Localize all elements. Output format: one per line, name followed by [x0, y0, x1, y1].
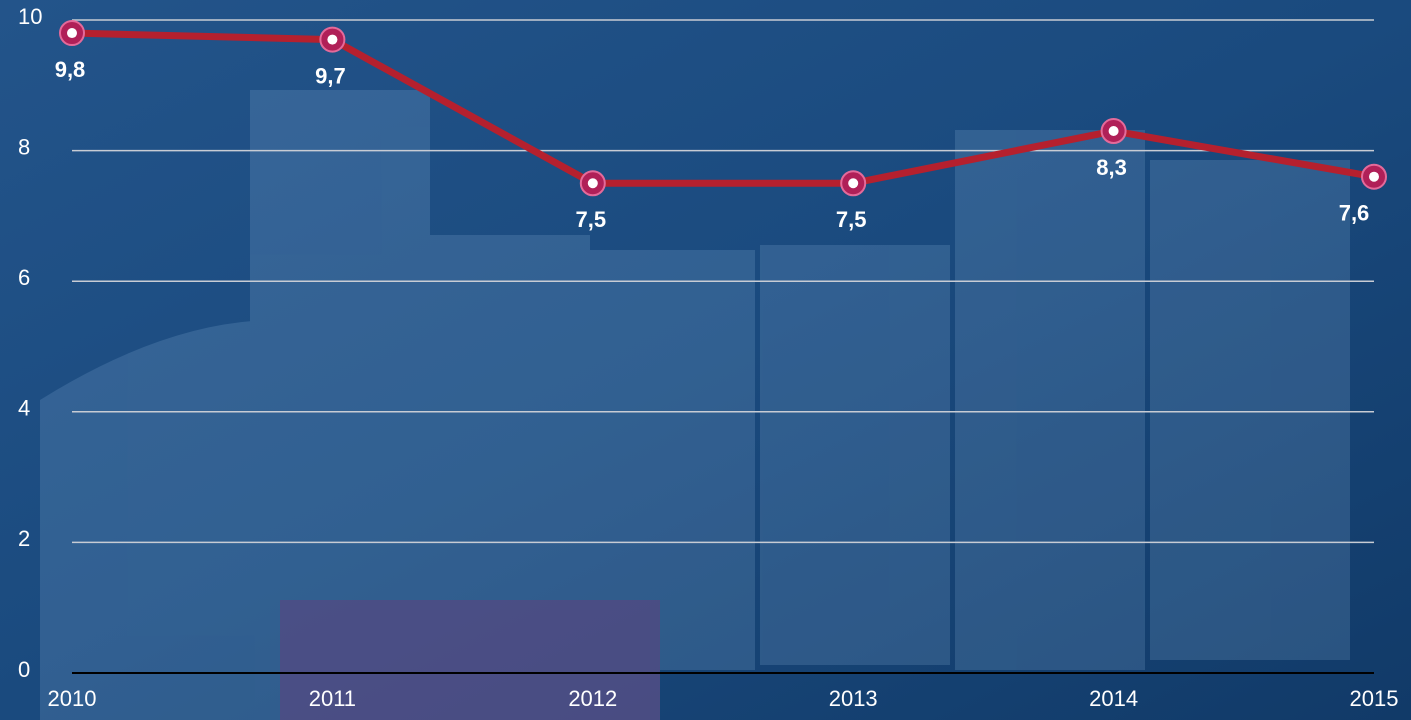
value-label: 7,5 [836, 207, 867, 232]
x-tick-label: 2011 [309, 686, 356, 711]
y-tick-label: 4 [18, 396, 30, 421]
x-tick-label: 2010 [48, 686, 97, 711]
x-tick-label: 2013 [829, 686, 878, 711]
point-center [67, 28, 77, 38]
point-center [1109, 126, 1119, 136]
value-label: 8,3 [1096, 155, 1127, 180]
point-center [588, 178, 598, 188]
y-tick-label: 6 [18, 265, 30, 290]
point-center [327, 35, 337, 45]
y-tick-label: 0 [18, 657, 30, 682]
value-label: 7,5 [576, 207, 607, 232]
chart: 0 2 4 6 8 10 2010 2011 2012 2013 2014 2015 9,8 9,7 7,5… [0, 0, 1411, 720]
value-label: 9,7 [315, 63, 346, 88]
point-center [1369, 172, 1379, 182]
value-label: 9,8 [55, 57, 86, 82]
x-tick-label: 2015 [1350, 686, 1399, 711]
x-tick-label: 2014 [1089, 686, 1138, 711]
value-label: 7,6 [1339, 201, 1370, 226]
x-tick-label: 2012 [568, 686, 617, 711]
point-center [848, 178, 858, 188]
y-tick-label: 2 [18, 526, 30, 551]
y-tick-label: 8 [18, 134, 30, 159]
y-tick-label: 10 [18, 4, 42, 29]
